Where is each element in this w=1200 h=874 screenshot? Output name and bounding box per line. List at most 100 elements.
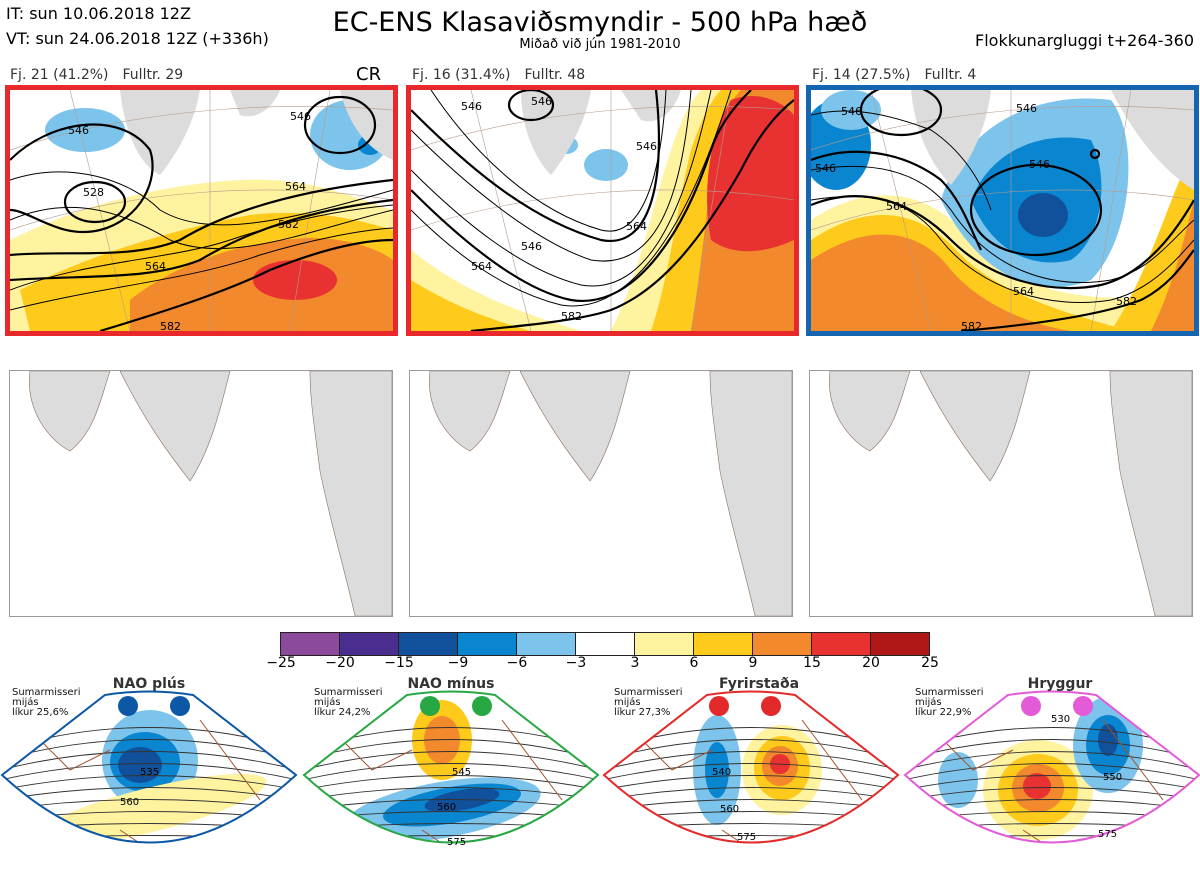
anomaly-blob [1023,773,1051,799]
regime-marker-dot [761,696,781,716]
regime-info-line: Sumarmisseri [915,687,984,698]
coastline [501,719,563,801]
regime-info: Sumarmisseri mijás líkur 27,3% [614,688,682,718]
svg-text:564: 564 [471,260,492,273]
empty-map-3 [809,370,1193,617]
colorbar-cell [339,632,399,656]
cluster-window: Flokkunargluggi t+264-360 [975,31,1194,50]
svg-text:546: 546 [68,124,89,137]
height-contour [302,860,600,861]
regime-info-line: mijás [12,697,39,708]
regime-contour-label: 530 [1051,714,1070,725]
height-contour [304,775,598,791]
height-contour [0,848,298,851]
regime-3-map: 540 560 575 [602,690,900,861]
regime-marker-dot [118,696,138,716]
coastline [199,719,261,801]
svg-text:582: 582 [561,310,582,323]
height-contour [604,775,898,791]
cluster-1-map[interactable]: 546 528 564 582 564 546 582 [5,85,398,336]
svg-text:546: 546 [531,95,552,108]
height-contour [604,763,898,781]
height-contour [905,739,1199,761]
height-contour [0,860,298,861]
height-contour [2,775,296,791]
svg-text:546: 546 [290,110,311,123]
regime-marker-dot [709,696,729,716]
colorbar-cell [398,632,458,656]
regime-contour-label: 550 [1103,772,1122,783]
regime-marker-dot [1073,696,1093,716]
regime-info: Sumarmisseri mijás líkur 24,2% [314,688,382,718]
regime-marker-dot [472,696,492,716]
svg-text:546: 546 [815,162,836,175]
colorbar-cell [457,632,517,656]
regime-contour-label: 545 [452,767,471,778]
colorbar-tick-label: −3 [565,655,587,671]
regime-3-panel[interactable]: 540 560 575 Fyrirstaða Sumarmisseri mijás líku… [602,676,900,870]
colorbar-tick-label: 25 [921,655,939,671]
regime-info-line: Sumarmisseri [614,687,683,698]
regime-2-panel[interactable]: 545 560 575 NAO mínus Sumarmisseri mijás líkur… [302,676,600,870]
height-contour [2,787,296,801]
cluster-2-map[interactable]: 546 546 546 546 564 564 582 [406,85,799,336]
cluster-1-label: Fj. 21 (41.2%) Fulltr. 29 [10,67,184,83]
height-contour [2,763,296,781]
svg-text:546: 546 [1016,102,1037,115]
coastline [39,739,111,771]
regime-info-line: Sumarmisseri [314,687,383,698]
cluster-3-map[interactable]: 546 546 546 546 564 564 582 582 [806,85,1199,336]
page-title: EC-ENS Klasaviðsmyndir - 500 hPa hæð [332,7,868,38]
regime-frame [302,690,600,844]
init-time: IT: sun 10.06.2018 12Z [6,4,191,23]
height-contour [604,751,898,771]
regime-info-line: mijás [314,697,341,708]
anomaly-blob [1018,845,1048,855]
coastline [721,829,793,843]
colorbar-cell [280,632,340,656]
regime-title: NAO plús [112,676,186,692]
colorbar-tick-label: −9 [447,655,469,671]
colorbar-tick-label: −20 [325,655,355,671]
colorbar-tick-label: 3 [630,655,640,671]
height-contour [903,848,1200,851]
svg-text:546: 546 [521,240,542,253]
colorbar-cell [575,632,635,656]
empty-map-2 [409,370,793,617]
regime-title: NAO mínus [407,676,495,692]
regime-info: Sumarmisseri mijás líkur 22,9% [915,688,983,718]
height-contour [905,787,1199,801]
anomaly-blob [1098,724,1118,756]
colorbar-ticks: −25 −20 −15 −9 −6 −3 3 6 9 15 20 25 [266,655,942,675]
svg-text:564: 564 [626,220,647,233]
coastline [1102,719,1164,801]
height-contour [304,787,598,801]
regime-frame [602,690,900,844]
height-contour [602,860,900,861]
svg-text:546: 546 [841,105,862,118]
cluster-2-label: Fj. 16 (31.4%) Fulltr. 48 [412,67,586,83]
cluster-1-badge: CR [356,64,382,85]
climatology-subtitle: Miðað við jún 1981-2010 [519,37,681,52]
regime-4-panel[interactable]: 530 550 575 Hryggur Sumarmisseri mijás líkur 2… [903,676,1200,870]
colorbar-cell [752,632,812,656]
svg-text:582: 582 [1116,295,1137,308]
colorbar-tick-label: 15 [803,655,821,671]
coastline [801,719,863,801]
coastline [119,829,191,843]
colorbar-cell [516,632,576,656]
height-contour [304,751,598,771]
svg-text:582: 582 [961,320,982,331]
height-contour [304,739,598,761]
regime-1-panel[interactable]: 535 560 NAO plús Sumarmisseri mijás líkur 25,… [0,676,298,870]
svg-text:564: 564 [285,180,306,193]
height-contour [604,787,898,801]
regime-info-line: mijás [614,697,641,708]
regime-info-line: mijás [915,697,942,708]
height-contour [905,775,1199,791]
regime-marker-dot [1021,696,1041,716]
regime-contour-label: 560 [437,802,456,813]
svg-text:528: 528 [83,186,104,199]
svg-text:546: 546 [461,100,482,113]
colorbar-tick-label: 20 [862,655,880,671]
